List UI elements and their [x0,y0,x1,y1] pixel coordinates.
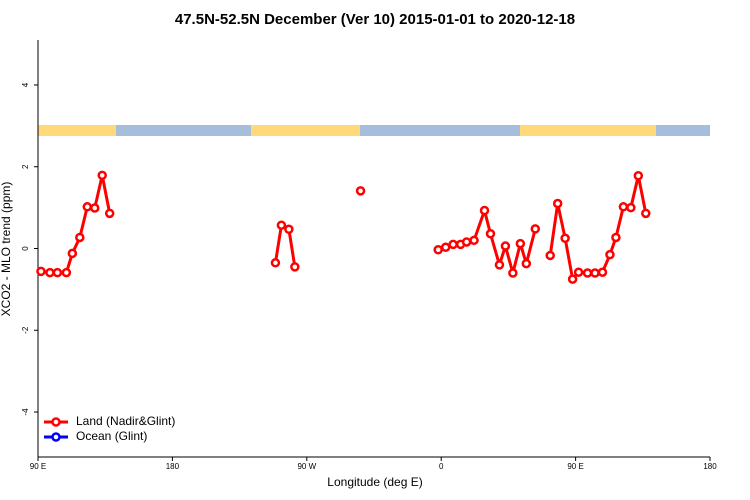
data-point [500,241,511,251]
data-point [494,260,505,270]
data-point [590,268,600,278]
data-point [641,208,651,219]
data-point [508,268,518,278]
legend-marker [51,417,61,427]
x-tick-label: 90 W [297,462,316,471]
data-point [626,202,636,213]
data-point [104,208,115,219]
data-point [479,205,490,216]
data-point [440,242,451,253]
x-tick-label: 180 [166,462,180,471]
y-tick-label: 4 [21,82,30,87]
data-point [45,267,55,278]
data-point [618,202,629,212]
data-point [276,220,287,230]
y-tick-label: -2 [21,326,30,334]
data-point [485,229,496,239]
data-point [290,262,300,272]
data-point [552,198,563,209]
data-point [82,202,93,212]
legend-marker [51,432,61,442]
data-point [97,170,107,181]
y-tick-label: 2 [21,164,30,169]
x-tick-label: 90 E [567,462,583,471]
data-point [567,274,578,284]
data-point [605,249,615,260]
data-point [597,267,608,277]
x-tick-label: 0 [439,462,444,471]
data-point [284,224,294,235]
data-point [469,235,479,246]
x-tick-label: 180 [703,462,717,471]
land-ocean-strip [38,125,710,136]
legend-label: Land (Nadir&Glint) [76,414,175,428]
chart-title: 47.5N-52.5N December (Ver 10) 2015-01-01… [175,11,575,28]
data-point [545,250,555,261]
data-point [67,248,78,259]
x-axis-label: Longitude (deg E) [327,475,422,489]
data-point [560,233,570,244]
data-point [355,186,366,196]
y-tick-label: 0 [21,246,30,251]
data-point [61,267,72,278]
legend-label: Ocean (Glint) [76,429,147,443]
series-line [40,173,648,281]
data-point [36,266,46,277]
data-point [52,267,63,278]
data-point [89,203,100,213]
data-point [611,232,621,243]
data-point [573,267,584,277]
y-axis-label: XCO2 - MLO trend (ppm) [0,182,13,317]
data-point [633,170,644,181]
data-point [270,258,281,268]
data-point [515,238,526,249]
x-tick-label: 90 E [30,462,46,471]
data-point [75,232,85,243]
data-point [433,244,443,255]
data-point [530,224,541,234]
y-tick-label: -4 [21,408,30,416]
data-point [521,258,532,269]
data-point [461,237,472,247]
data-point [448,239,458,250]
data-point [582,268,593,278]
